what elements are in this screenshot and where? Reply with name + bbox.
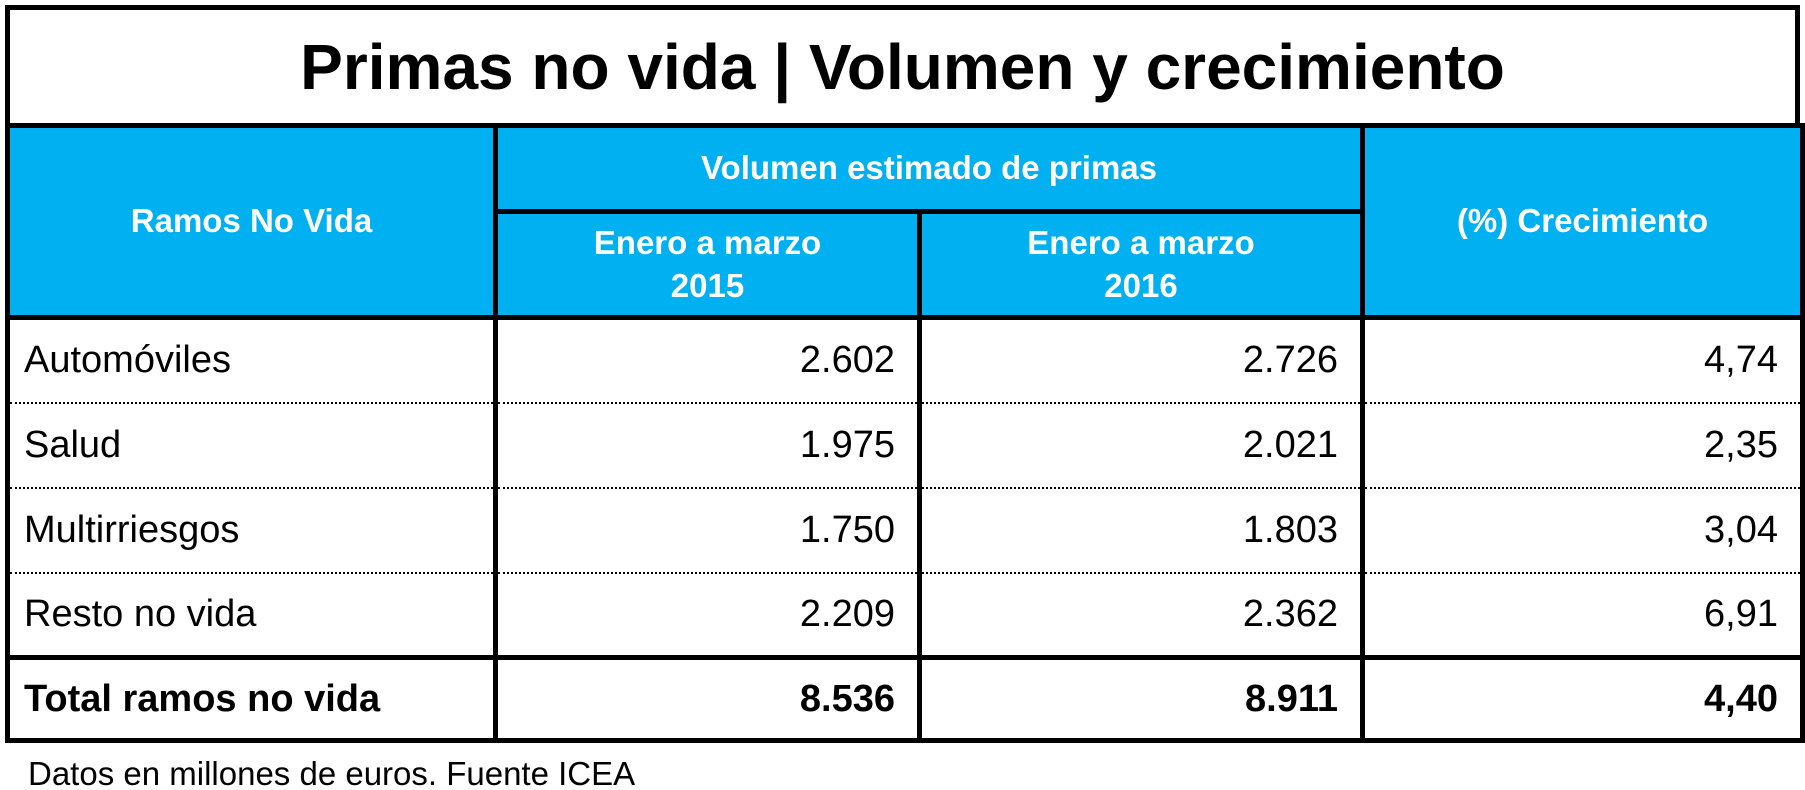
column-header-enero-marzo-2016: Enero a marzo 2016 xyxy=(916,211,1363,318)
table-row-multirriesgos: Multirriesgos 1.750 1.803 3,04 xyxy=(7,486,1803,573)
column-header-ramos-no-vida: Ramos No Vida xyxy=(7,125,498,318)
table-row-salud: Salud 1.975 2.021 2,35 xyxy=(7,401,1803,488)
row-label: Multirriesgos xyxy=(7,486,498,573)
table-row-resto-no-vida: Resto no vida 2.209 2.362 6,91 xyxy=(7,571,1803,658)
value-2016: 2.726 xyxy=(916,317,1363,403)
header-group-row: Ramos No Vida Volumen estimado de primas… xyxy=(7,125,1803,318)
table-header: Ramos No Vida Volumen estimado de primas… xyxy=(7,125,1803,318)
total-2016: 8.911 xyxy=(916,655,1363,741)
value-2015: 1.750 xyxy=(495,486,920,573)
value-growth: 2,35 xyxy=(1360,401,1803,488)
column-header-enero-marzo-2015: Enero a marzo 2015 xyxy=(495,211,920,318)
row-label: Salud xyxy=(7,401,498,488)
value-2015: 1.975 xyxy=(495,401,920,488)
footnote: Datos en millones de euros. Fuente ICEA xyxy=(28,755,636,790)
value-2015: 2.602 xyxy=(495,317,920,403)
header-sub-row: Enero a marzo 2015 Enero a marzo 2016 xyxy=(8,211,1803,318)
total-2015: 8.536 xyxy=(495,655,920,741)
value-2016: 2.362 xyxy=(916,571,1363,658)
column-header-crecimiento: (%) Crecimiento xyxy=(1360,125,1803,318)
title-box: Primas no vida | Volumen y crecimiento xyxy=(5,5,1800,128)
value-2015: 2.209 xyxy=(495,571,920,658)
total-growth: 4,40 xyxy=(1360,655,1803,741)
year-label-2016: 2016 xyxy=(1104,266,1178,304)
column-group-header-volumen: Volumen estimado de primas xyxy=(495,125,1363,214)
premiums-table: Ramos No Vida Volumen estimado de primas… xyxy=(5,123,1805,743)
row-label: Automóviles xyxy=(7,317,498,403)
total-label: Total ramos no vida xyxy=(7,655,498,741)
row-label: Resto no vida xyxy=(7,571,498,658)
table-body: Automóviles 2.602 2.726 4,74 Salud 1.975… xyxy=(7,317,1803,741)
value-2016: 2.021 xyxy=(916,401,1363,488)
value-growth: 4,74 xyxy=(1360,317,1803,403)
period-label-2015: Enero a marzo xyxy=(593,223,822,261)
value-growth: 6,91 xyxy=(1360,571,1803,658)
table-row-total: Total ramos no vida 8.536 8.911 4,40 xyxy=(7,655,1803,741)
page-title: Primas no vida | Volumen y crecimiento xyxy=(300,30,1505,103)
table-row-automoviles: Automóviles 2.602 2.726 4,74 xyxy=(7,317,1803,403)
value-2016: 1.803 xyxy=(916,486,1363,573)
year-label-2015: 2015 xyxy=(670,266,745,304)
value-growth: 3,04 xyxy=(1360,486,1803,573)
period-label-2016: Enero a marzo xyxy=(1027,223,1255,261)
